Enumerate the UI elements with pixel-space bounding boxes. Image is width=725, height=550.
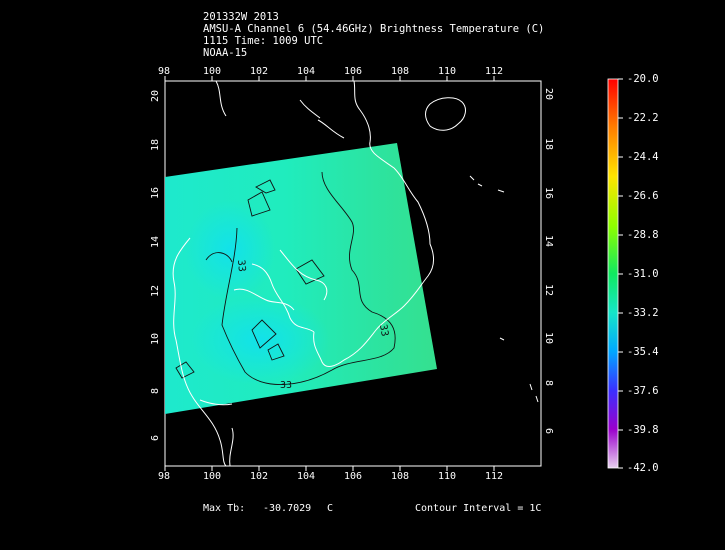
lon-tick-bottom: 106 [344,471,363,482]
contour-label: 33 [235,259,247,272]
colorbar-label: -33.2 [627,307,659,319]
lat-tick-right: 10 [543,332,554,345]
title-line-4: NOAA-15 [203,47,248,59]
colorbar-label: -26.6 [627,190,659,202]
max-tb-unit: C [327,503,334,514]
hainan-island [425,97,466,131]
lat-tick-right: 12 [543,284,554,297]
contour-lines [175,171,396,385]
colorbar-label: -37.6 [627,385,659,397]
colorbar-label: -35.4 [627,346,659,358]
colorbar-ticks [618,78,623,469]
title-line-3: 1115 Time: 1009 UTC [203,35,324,47]
contour-label-group: 33 33 33 [235,259,390,391]
lat-tick-left: 18 [150,138,161,151]
lon-tick-bottom: 102 [250,471,269,482]
lon-tick-top: 112 [485,66,504,77]
lat-tick-left: 8 [150,387,161,394]
max-tb-value: -30.7029 [263,503,312,514]
lon-tick-top: 110 [438,66,457,77]
colorbar [608,79,618,468]
tick-marks [164,76,495,471]
lon-tick-top: 108 [391,66,410,77]
contour-interval: Contour Interval = 1C [415,503,542,514]
lon-tick-bottom: 104 [297,471,316,482]
contour-label: 33 [377,324,390,338]
cool-region [190,295,330,385]
lat-tick-right: 18 [543,138,554,151]
colorbar-label: -24.4 [627,151,659,163]
colorbar-label: -20.0 [627,73,659,85]
lon-tick-bottom: 98 [158,471,171,482]
lat-tick-left: 16 [150,186,161,199]
lon-tick-top: 100 [203,66,222,77]
colorbar-label: -28.8 [627,229,659,241]
lat-tick-right: 14 [543,235,554,248]
lon-tick-top: 98 [158,66,171,77]
lat-tick-left: 14 [150,235,161,248]
colorbar-label: -42.0 [627,462,659,474]
lat-tick-left: 20 [150,89,161,102]
colorbar-label: -22.2 [627,112,659,124]
lon-tick-bottom: 110 [438,471,457,482]
contour-label: 33 [280,380,292,391]
lat-tick-left: 12 [150,284,161,297]
coastlines [172,80,539,467]
lat-tick-left: 10 [150,332,161,345]
lon-tick-top: 102 [250,66,269,77]
lat-tick-right: 6 [543,428,554,435]
max-tb-label: Max Tb: [203,503,246,514]
lat-tick-right: 20 [543,88,554,101]
lon-tick-top: 104 [297,66,316,77]
lat-tick-left: 6 [150,434,161,441]
title-line-1: 201332W 2013 [203,11,279,23]
lon-tick-bottom: 112 [485,471,504,482]
lon-tick-top: 106 [344,66,363,77]
colorbar-label: -39.8 [627,424,659,436]
lat-tick-right: 8 [543,380,554,387]
title-line-2: AMSU-A Channel 6 (54.46GHz) Brightness T… [203,23,545,35]
colorbar-label: -31.0 [627,268,659,280]
lat-tick-right: 16 [543,187,554,200]
lon-tick-bottom: 100 [203,471,222,482]
cool-region-2 [185,200,275,300]
lon-tick-bottom: 108 [391,471,410,482]
